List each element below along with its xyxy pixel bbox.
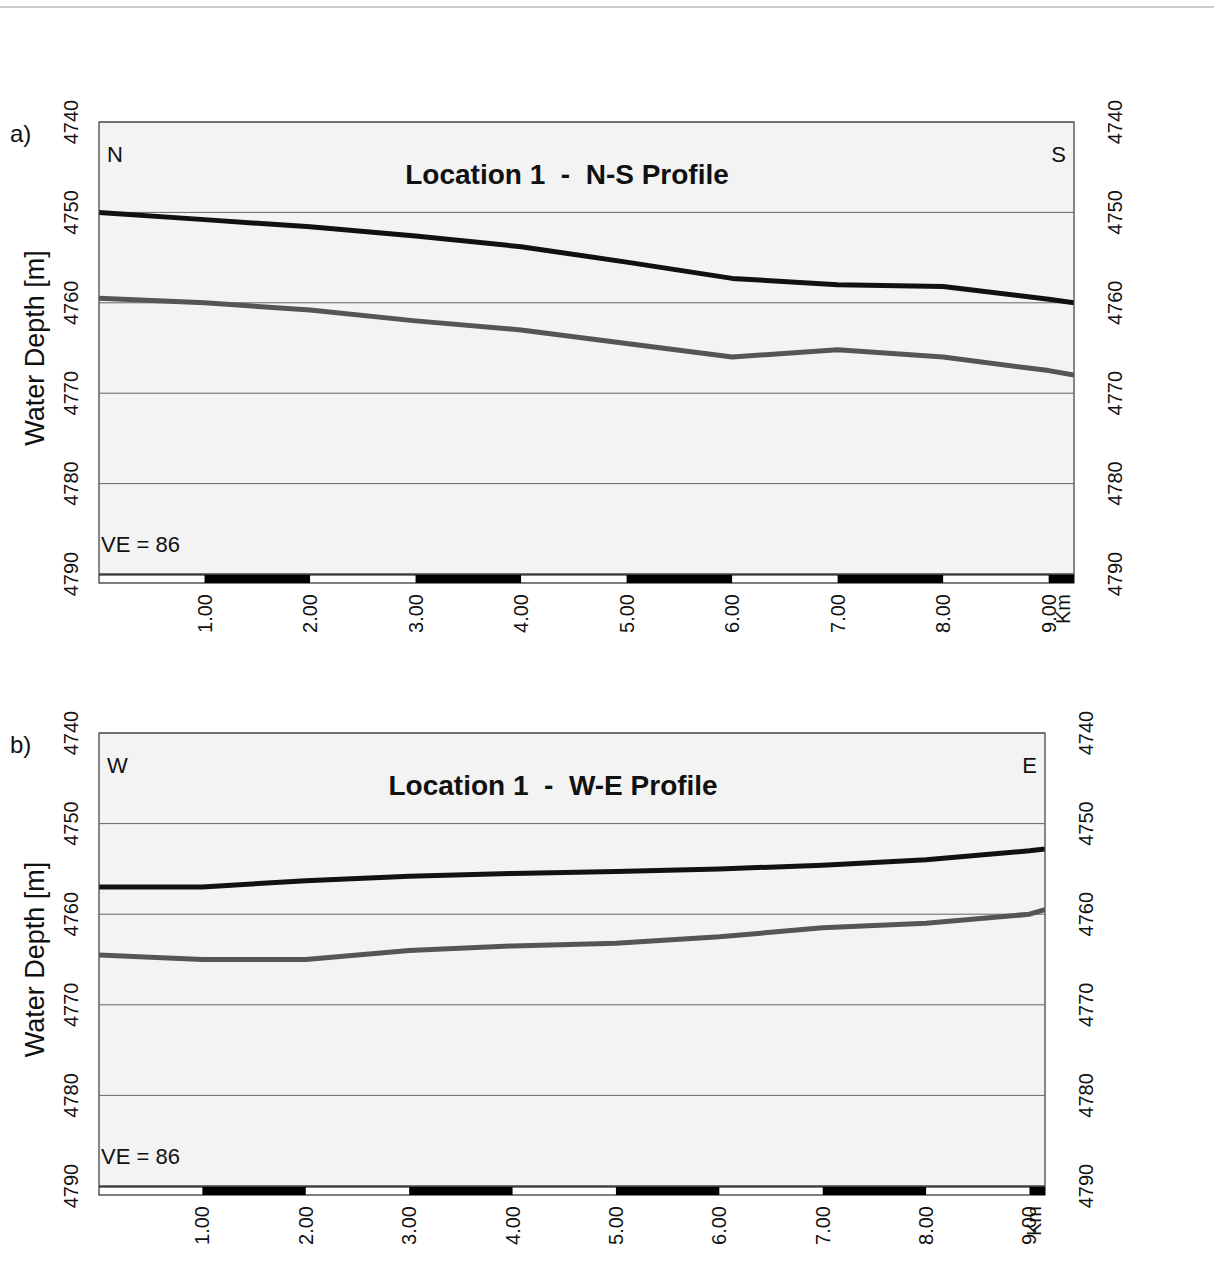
y-tick-label: 4790: [60, 1164, 82, 1209]
grid-line: [99, 914, 1045, 915]
panel-title: Location 1 - W-E Profile: [388, 770, 717, 801]
x-tick-label: 5.00: [605, 1206, 627, 1245]
figure: 1.002.003.004.005.006.007.008.009.00Km47…: [0, 0, 1214, 1262]
y-tick-label-right: 4740: [1075, 711, 1097, 756]
y-tick-label: 4770: [60, 983, 82, 1028]
y-tick-label-right: 4740: [1104, 100, 1126, 145]
top-rule: [0, 7, 1214, 8]
y-tick-label-right: 4790: [1075, 1164, 1097, 1209]
grid-line: [99, 483, 1074, 484]
direction-label: S: [1051, 142, 1066, 167]
panel-letter: b): [10, 731, 31, 758]
y-tick-label: 4770: [60, 371, 82, 416]
y-tick-label: 4780: [60, 1073, 82, 1118]
x-tick-label: 7.00: [812, 1206, 834, 1245]
grid-line: [99, 1004, 1045, 1005]
x-tick-label: 4.00: [502, 1206, 524, 1245]
scale-segment: [838, 575, 944, 583]
panel-letter: a): [10, 120, 31, 147]
scale-segment: [627, 575, 733, 583]
grid-line: [99, 823, 1045, 824]
seafloor-line: [99, 212, 1074, 302]
grid-line: [99, 1095, 1045, 1096]
x-tick-label: 6.00: [721, 594, 743, 633]
frame: [99, 733, 1045, 1186]
y-tick-label-right: 4780: [1104, 461, 1126, 506]
y-tick-label: 4750: [60, 801, 82, 846]
y-tick-label-right: 4760: [1075, 892, 1097, 937]
x-tick-label: 3.00: [398, 1206, 420, 1245]
y-tick-label: 4740: [60, 711, 82, 756]
x-tick-label: 3.00: [405, 594, 427, 633]
scale-bar: [99, 575, 1074, 583]
y-axis-title: Water Depth [m]: [20, 862, 50, 1058]
panel-title: Location 1 - N-S Profile: [405, 159, 729, 190]
y-tick-label: 4760: [60, 281, 82, 326]
y-tick-label: 4790: [60, 552, 82, 597]
y-tick-label: 4750: [60, 190, 82, 235]
panel: 1.002.003.004.005.006.007.008.009.00Km47…: [10, 100, 1126, 633]
x-axis-label: Km: [1052, 594, 1074, 624]
frame: [99, 122, 1074, 574]
direction-label: W: [107, 753, 128, 778]
y-tick-label: 4740: [60, 100, 82, 145]
y-tick-label-right: 4770: [1075, 983, 1097, 1028]
direction-label: N: [107, 142, 123, 167]
annotation: VE = 86: [101, 1144, 180, 1169]
scale-segment: [202, 1187, 305, 1195]
reflector-line: [99, 298, 1074, 375]
y-tick-label-right: 4760: [1104, 281, 1126, 326]
scale-bar: [99, 1187, 1045, 1195]
scale-segment: [205, 575, 311, 583]
y-tick-label: 4760: [60, 892, 82, 937]
scale-segment: [616, 1187, 719, 1195]
scale-segment: [1049, 575, 1074, 583]
annotation: VE = 86: [101, 532, 180, 557]
y-tick-label-right: 4790: [1104, 552, 1126, 597]
x-tick-label: 1.00: [191, 1206, 213, 1245]
data-group: [99, 849, 1045, 960]
x-axis-label: Km: [1023, 1206, 1045, 1236]
x-tick-label: 4.00: [510, 594, 532, 633]
reflector-line: [99, 910, 1045, 960]
x-tick-label: 2.00: [295, 1206, 317, 1245]
scale-segment: [409, 1187, 512, 1195]
x-tick-label: 5.00: [616, 594, 638, 633]
y-tick-label-right: 4780: [1075, 1073, 1097, 1118]
x-tick-label: 8.00: [915, 1206, 937, 1245]
x-tick-label: 8.00: [932, 594, 954, 633]
seafloor-line: [99, 849, 1045, 887]
plot-area: [99, 733, 1045, 1186]
y-tick-label-right: 4770: [1104, 371, 1126, 416]
grid-line: [99, 212, 1074, 213]
x-tick-label: 6.00: [708, 1206, 730, 1245]
x-tick-label: 1.00: [194, 594, 216, 633]
scale-segment: [823, 1187, 926, 1195]
panel: 1.002.003.004.005.006.007.008.009.00Km47…: [10, 711, 1097, 1245]
data-group: [99, 212, 1074, 375]
x-tick-label: 2.00: [299, 594, 321, 633]
grid-line: [99, 393, 1074, 394]
x-tick-label: 7.00: [827, 594, 849, 633]
scale-segment: [1029, 1187, 1045, 1195]
scale-segment: [416, 575, 522, 583]
y-tick-label-right: 4750: [1075, 801, 1097, 846]
y-tick-label: 4780: [60, 461, 82, 506]
direction-label: E: [1022, 753, 1037, 778]
y-axis-title: Water Depth [m]: [20, 250, 50, 446]
plot-area: [99, 122, 1074, 574]
y-tick-label-right: 4750: [1104, 190, 1126, 235]
